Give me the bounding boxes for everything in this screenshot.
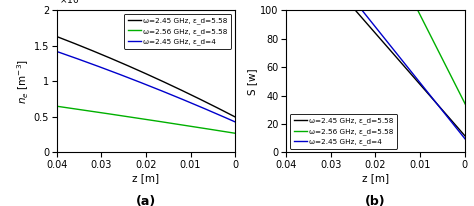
Legend: ω=2.45 GHz, ε_d=5.58, ω=2.56 GHz, ε_d=5.58, ω=2.45 GHz, ε_d=4: ω=2.45 GHz, ε_d=5.58, ω=2.56 GHz, ε_d=5.… bbox=[290, 114, 397, 149]
X-axis label: z [m]: z [m] bbox=[132, 173, 160, 183]
Y-axis label: $n_e\ [\mathrm{m}^{-3}]$: $n_e\ [\mathrm{m}^{-3}]$ bbox=[16, 59, 31, 104]
Text: $\times10^{20}$: $\times10^{20}$ bbox=[59, 0, 87, 6]
Text: (a): (a) bbox=[136, 195, 156, 206]
Legend: ω=2.45 GHz, ε_d=5.58, ω=2.56 GHz, ε_d=5.58, ω=2.45 GHz, ε_d=4: ω=2.45 GHz, ε_d=5.58, ω=2.56 GHz, ε_d=5.… bbox=[124, 14, 231, 49]
X-axis label: z [m]: z [m] bbox=[362, 173, 389, 183]
Text: (b): (b) bbox=[365, 195, 386, 206]
Y-axis label: S [w]: S [w] bbox=[247, 68, 257, 95]
